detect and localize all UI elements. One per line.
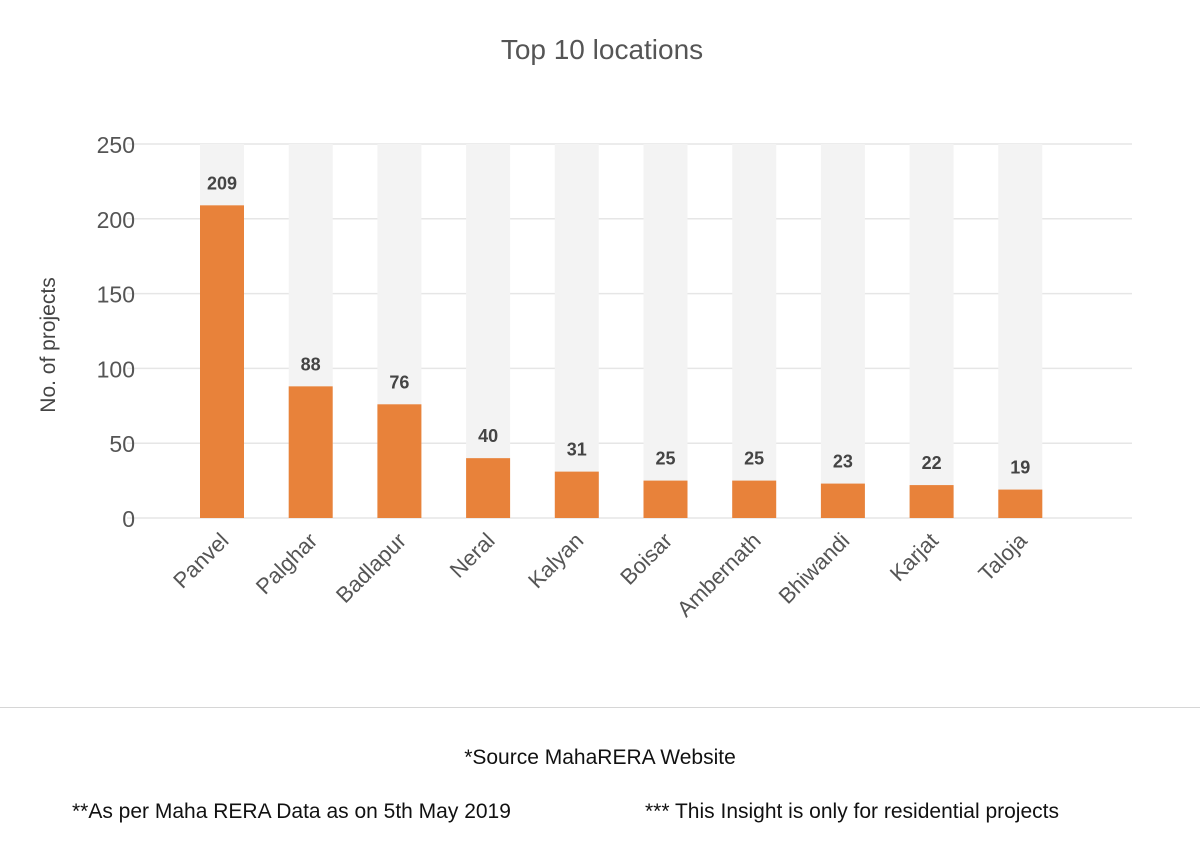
bar-karjat <box>909 485 954 518</box>
bar-bhiwandi <box>820 483 865 518</box>
background-bar <box>820 144 865 518</box>
x-tick-label: Kalyan <box>523 528 588 593</box>
bar-panvel <box>200 205 244 518</box>
data-label: 40 <box>478 426 498 446</box>
x-tick-label: Neral <box>445 528 500 583</box>
x-tick-label: Boisar <box>615 528 677 590</box>
data-label: 76 <box>389 372 409 392</box>
background-bar <box>466 144 511 518</box>
x-tick-label: Karjat <box>885 528 943 586</box>
x-tick-labels: Panvel Palghar Badlapur Neral Kalyan BoisarAm… <box>168 527 1032 621</box>
bar-taloja <box>998 489 1043 518</box>
bar-kalyan <box>554 471 599 518</box>
data-label: 88 <box>301 354 321 374</box>
data-date-note: **As per Maha RERA Data as on 5th May 20… <box>72 800 511 823</box>
insight-note: *** This Insight is only for residential… <box>645 800 1059 823</box>
data-label: 25 <box>744 449 764 469</box>
source-note: *Source MahaRERA Website <box>464 746 736 769</box>
data-label: 23 <box>833 452 853 472</box>
data-label: 209 <box>207 173 237 193</box>
background-bar <box>998 144 1043 518</box>
y-tick-label: 0 <box>122 506 135 532</box>
bar-boisar <box>643 480 688 518</box>
bar-palghar <box>288 386 333 518</box>
x-tick-label: Bhiwandi <box>774 528 855 609</box>
bar-ambernath <box>732 480 777 518</box>
data-bars <box>200 205 1043 518</box>
y-tick-labels: 0 50 100 150 200 250 <box>97 132 135 532</box>
bar-chart: Top 10 locations No. of projects 209 88 76… <box>37 34 1132 622</box>
y-tick-label: 100 <box>97 356 135 382</box>
x-tick-label: Palghar <box>251 528 322 599</box>
background-bar <box>643 144 688 518</box>
data-labels: 209 88 76 40 31 25 25 23 22 19 <box>207 173 1030 477</box>
chart-title: Top 10 locations <box>501 34 703 65</box>
x-tick-label: Ambernath <box>672 528 766 622</box>
y-axis-label: No. of projects <box>37 277 60 412</box>
bar-neral <box>466 458 511 518</box>
data-label: 19 <box>1010 458 1030 478</box>
y-tick-label: 50 <box>109 431 135 457</box>
footer-divider <box>0 707 1200 708</box>
y-tick-label: 150 <box>97 282 135 308</box>
background-bar <box>909 144 954 518</box>
x-tick-label: Panvel <box>168 528 233 593</box>
background-bar <box>554 144 599 518</box>
background-bar <box>732 144 777 518</box>
y-tick-label: 200 <box>97 207 135 233</box>
data-label: 31 <box>567 440 587 460</box>
x-tick-label: Taloja <box>974 527 1033 586</box>
y-tick-label: 250 <box>97 132 135 158</box>
data-label: 25 <box>655 449 675 469</box>
bar-badlapur <box>377 404 422 518</box>
x-tick-label: Badlapur <box>331 528 411 608</box>
grid-lines <box>127 143 1132 519</box>
data-label: 22 <box>922 453 942 473</box>
